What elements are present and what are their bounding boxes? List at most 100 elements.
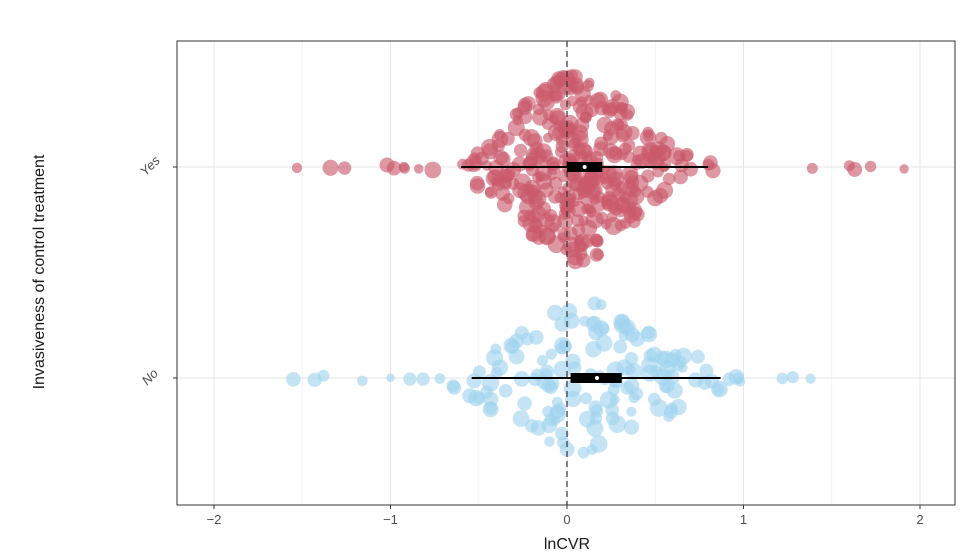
data-point [559,441,575,457]
data-point [525,163,540,177]
data-point [482,401,499,418]
data-point [589,435,608,453]
data-point [501,179,512,190]
data-point [576,182,593,198]
data-point [587,316,600,330]
data-point [574,142,592,160]
data-point [605,411,620,426]
y-tick-label: Yes [137,152,163,178]
data-point [541,118,554,130]
data-point [447,380,462,395]
data-point [622,150,635,163]
data-point [522,129,541,147]
data-point [705,163,721,179]
data-point [553,360,572,379]
data-point [322,159,339,176]
x-tick-label: 2 [916,512,923,527]
data-point [469,175,485,191]
data-point [491,359,509,376]
data-point [601,219,612,230]
data-point [605,181,622,198]
data-point [584,77,595,89]
data-point [593,141,609,157]
x-axis-title: lnCVR [544,536,590,553]
data-point [543,109,555,121]
data-point [587,296,602,311]
data-point [554,192,566,204]
data-point [512,107,524,119]
data-point [535,90,553,108]
data-point [560,114,579,133]
data-point [666,402,678,414]
data-point [590,195,607,212]
data-point [728,369,745,385]
data-point [468,152,481,165]
data-point [634,153,650,170]
data-point [337,161,352,175]
data-point [583,94,595,106]
panel-border [176,40,956,506]
data-point [599,165,618,183]
y-tick-label: No [139,366,161,388]
x-tick-label: −1 [383,512,398,527]
data-point [628,188,645,205]
data-point [416,372,430,386]
data-point [628,392,640,404]
data-point [584,169,602,187]
data-point [578,215,589,227]
data-point [547,123,566,142]
data-point [491,174,504,188]
data-point [899,164,909,174]
points-no [286,296,816,459]
data-point [565,132,582,149]
data-point [520,96,536,112]
data-point [577,446,590,459]
data-point [509,333,525,349]
point-estimate-no [594,375,601,381]
data-point [462,388,478,404]
data-point [481,139,498,156]
data-point [683,161,698,177]
data-point [592,248,604,261]
data-point [317,369,330,382]
data-point [596,116,614,134]
data-point [526,147,540,162]
data-point [386,160,402,176]
data-point [574,233,591,250]
x-tick-label: −2 [207,512,222,527]
data-point [663,411,675,422]
data-point [805,373,816,384]
data-point [615,101,628,115]
data-point [559,99,572,111]
data-point [616,119,628,131]
data-point [656,181,674,199]
data-point [434,373,446,384]
data-point [622,138,636,152]
data-point [642,126,654,138]
data-point [357,375,368,387]
data-point [513,143,528,158]
data-point [386,373,395,383]
data-point [496,151,511,167]
data-point [588,400,603,415]
x-tick-label: 1 [740,512,747,527]
data-point [643,348,657,362]
data-point [530,420,547,436]
data-point [613,313,630,331]
data-point [537,355,548,366]
data-point [505,161,522,178]
data-point [525,229,539,242]
data-point [512,410,530,427]
data-point [549,75,564,90]
data-point [496,196,513,213]
data-point [647,392,661,406]
data-point [527,184,540,197]
data-point [699,363,714,378]
data-point [403,372,417,386]
data-point [619,191,632,204]
data-point [776,372,789,385]
data-point [847,162,863,177]
data-point [659,136,676,152]
data-point [413,164,424,174]
data-point [864,160,877,173]
